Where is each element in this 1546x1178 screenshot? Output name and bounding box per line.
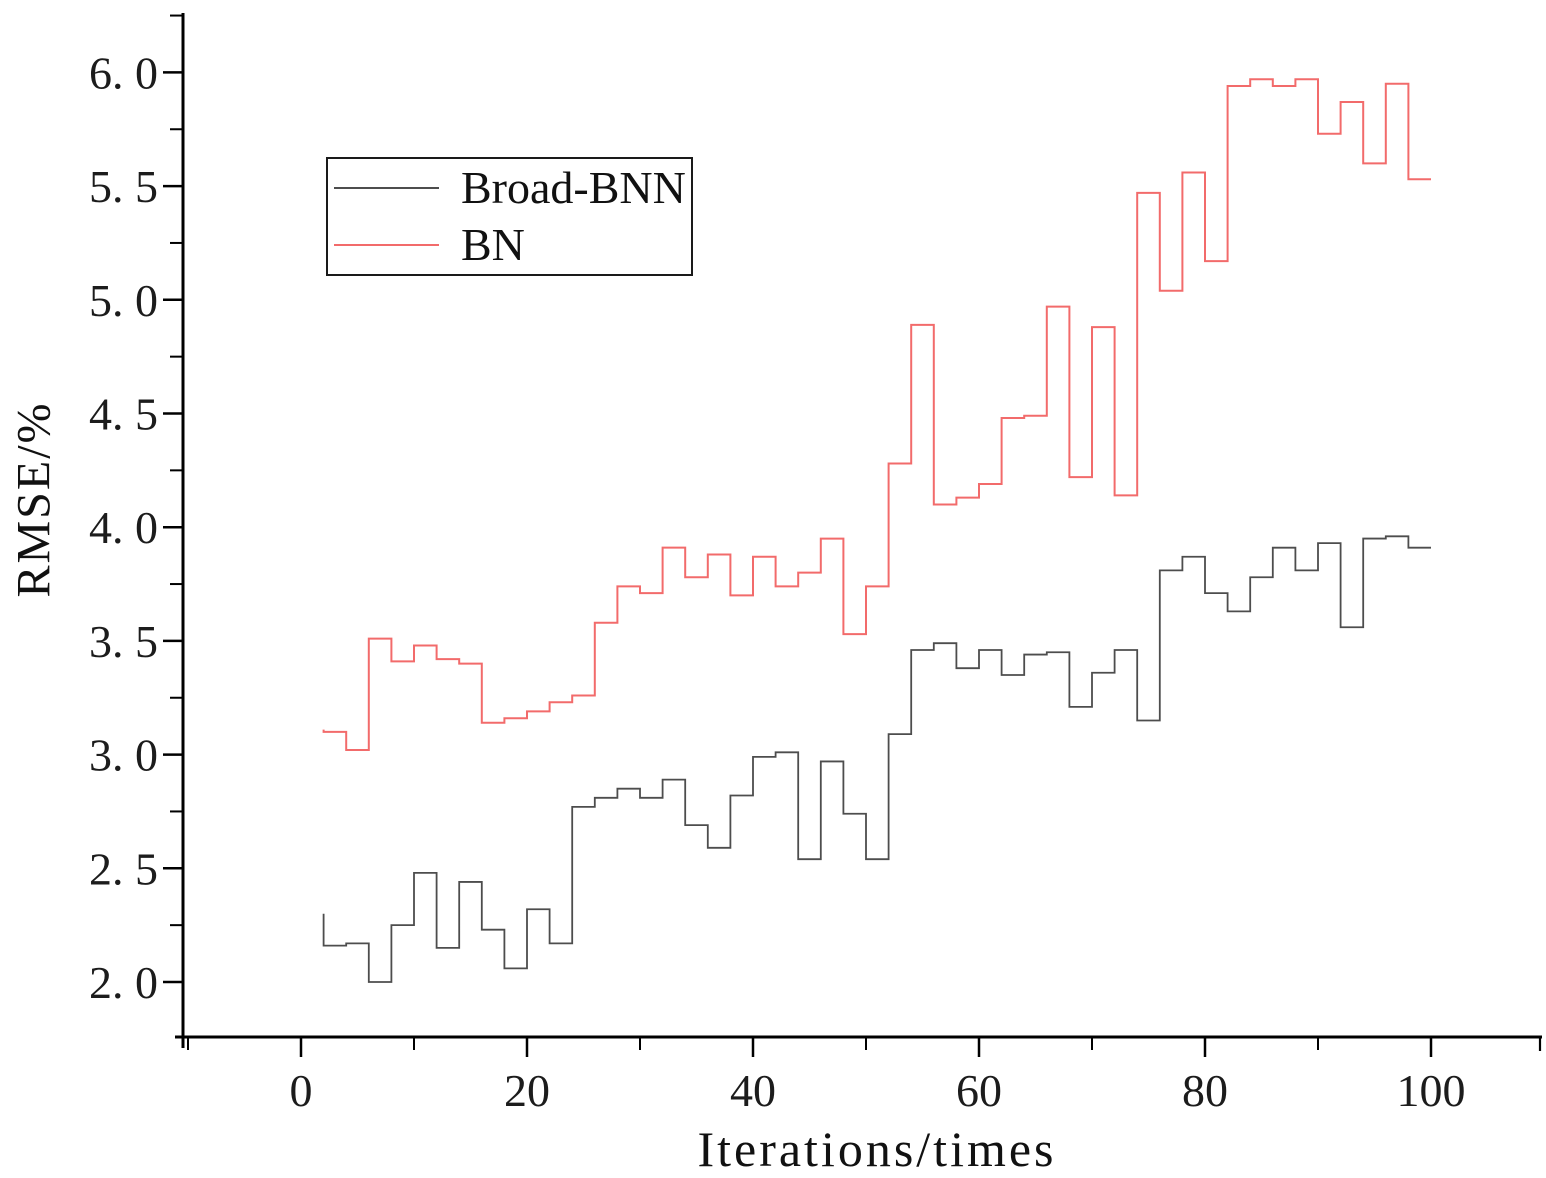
y-tick-label: 4. 0 (89, 502, 158, 553)
x-tick-label: 80 (1182, 1065, 1228, 1116)
legend-line-sample-red (334, 244, 439, 246)
y-tick-label: 3. 0 (89, 730, 158, 781)
legend-entry-broad-bnn: Broad-BNN (328, 160, 691, 216)
y-tick-label: 4. 5 (89, 389, 158, 440)
y-tick-label: 2. 0 (89, 957, 158, 1008)
x-tick-label: 100 (1397, 1065, 1466, 1116)
x-tick-label: 20 (504, 1065, 550, 1116)
legend-line-sample-black (334, 187, 439, 189)
x-tick-label: 0 (290, 1065, 313, 1116)
y-tick-label: 3. 5 (89, 616, 158, 667)
y-tick-label: 5. 0 (89, 275, 158, 326)
legend-label: Broad-BNN (461, 162, 686, 213)
legend: Broad-BNN BN (326, 157, 693, 276)
y-axis-title: RMSE/% (7, 401, 61, 598)
x-axis-title: Iterations/times (697, 1121, 1057, 1177)
x-tick-label: 60 (956, 1065, 1002, 1116)
y-tick-label: 6. 0 (89, 47, 158, 98)
series-line-bn (322, 78, 1431, 752)
legend-entry-bn: BN (328, 217, 691, 273)
y-tick-label: 5. 5 (89, 161, 158, 212)
x-tick-label: 40 (730, 1065, 776, 1116)
legend-label: BN (461, 219, 525, 270)
series-line-broad-bnn (322, 535, 1431, 983)
y-tick-label: 2. 5 (89, 843, 158, 894)
